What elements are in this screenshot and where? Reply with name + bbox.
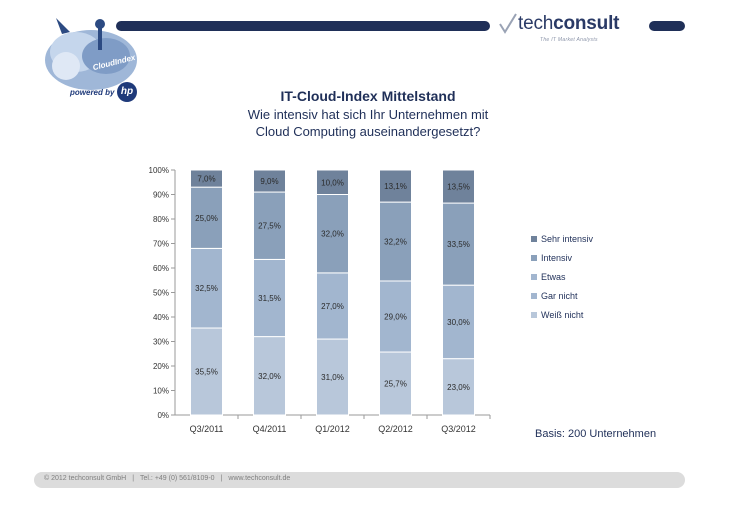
bar-data-label: 27,0%: [321, 302, 344, 311]
bar-data-label: 9,0%: [260, 177, 278, 186]
bar-segment: [190, 247, 223, 329]
bar-data-label: 33,5%: [447, 240, 470, 249]
y-tick-label: 80%: [153, 215, 169, 224]
y-tick-label: 50%: [153, 289, 169, 298]
bar-segment: [442, 358, 475, 416]
bar-data-label: 32,0%: [258, 372, 281, 381]
legend-swatch: [531, 312, 537, 318]
brand-name: techconsult: [518, 13, 619, 35]
cloudindex-logo: CloudIndex: [36, 8, 146, 108]
bar-segment: [379, 351, 412, 416]
x-tick-label: Q1/2012: [315, 424, 350, 434]
bar-data-label: 31,0%: [321, 373, 344, 382]
bar-segment: [316, 272, 349, 340]
hp-logo: hp: [117, 82, 137, 102]
legend-label: Gar nicht: [541, 291, 578, 301]
footer-copyright: © 2012 techconsult GmbH: [44, 475, 127, 482]
bar-data-label: 10,0%: [321, 178, 344, 187]
y-tick-label: 90%: [153, 191, 169, 200]
bar-segment: [316, 338, 349, 416]
y-tick-label: 40%: [153, 313, 169, 322]
x-tick-label: Q3/2011: [190, 424, 224, 434]
y-tick-label: 0%: [157, 411, 169, 420]
chart-title: IT-Cloud-Index Mittelstand: [280, 88, 456, 104]
brand-tagline: The IT Market Analysts: [540, 37, 598, 43]
legend-label: Etwas: [541, 272, 566, 282]
footer-phone: Tel.: +49 (0) 561/8109-0: [140, 475, 215, 482]
chart-subtitle-line-2: Cloud Computing auseinandergesetzt?: [255, 124, 481, 139]
bar-data-label: 27,5%: [258, 222, 281, 231]
footer-bar: © 2012 techconsult GmbH | Tel.: +49 (0) 56…: [34, 472, 685, 488]
brand-name-bold: consult: [553, 13, 620, 34]
y-tick-label: 20%: [153, 362, 169, 371]
bar-segment: [316, 169, 349, 195]
bar-segment: [379, 280, 412, 353]
footer-website[interactable]: www.techconsult.de: [228, 475, 291, 482]
legend-swatch: [531, 255, 537, 261]
bar-segment: [442, 169, 475, 204]
x-tick-label: Q2/2012: [378, 424, 413, 434]
bar-segment: [190, 169, 223, 188]
legend-swatch: [531, 236, 537, 242]
footer-text: © 2012 techconsult GmbH | Tel.: +49 (0) 56…: [44, 475, 290, 482]
bar-data-label: 7,0%: [197, 175, 215, 184]
powered-by-label: powered by: [70, 88, 115, 97]
legend-label: Sehr intensiv: [541, 234, 594, 244]
basis-note: Basis: 200 Unternehmen: [535, 428, 657, 440]
x-tick-label: Q3/2012: [441, 424, 476, 434]
bar-data-label: 25,0%: [195, 214, 218, 223]
bar-segment: [442, 284, 475, 360]
chart-subtitle-line-1: Wie intensiv hat sich Ihr Unternehmen mi…: [247, 107, 489, 122]
bar-segment: [316, 194, 349, 274]
legend-label: Weiß nicht: [541, 310, 584, 320]
y-tick-label: 100%: [149, 166, 169, 175]
bar-data-label: 35,5%: [195, 368, 218, 377]
cloudindex-logo-icon: [45, 18, 137, 90]
y-tick-label: 60%: [153, 264, 169, 273]
footer-separator: |: [220, 475, 223, 482]
bar-data-label: 25,7%: [384, 380, 407, 389]
bar-data-label: 32,5%: [195, 284, 218, 293]
legend-swatch: [531, 274, 537, 280]
y-tick-label: 70%: [153, 240, 169, 249]
legend-swatch: [531, 293, 537, 299]
bar-data-label: 30,0%: [447, 318, 470, 327]
bar-segment: [253, 169, 286, 193]
bar-data-label: 13,5%: [447, 183, 470, 192]
bar-segment: [253, 258, 286, 338]
bar-data-label: 23,0%: [447, 383, 470, 392]
y-tick-label: 10%: [153, 387, 169, 396]
bar-data-label: 29,0%: [384, 313, 407, 322]
techconsult-logo: techconsult The IT Market Analysts: [498, 10, 648, 46]
bar-data-label: 31,5%: [258, 294, 281, 303]
header-bar-right: [649, 21, 685, 31]
bar-segment: [190, 327, 223, 416]
bar-data-label: 32,0%: [321, 230, 344, 239]
header-bar-left: [116, 21, 490, 31]
chart-title-block: IT-Cloud-Index Mittelstand Wie intensiv …: [210, 87, 526, 140]
x-tick-label: Q4/2011: [253, 424, 287, 434]
bar-data-label: 32,2%: [384, 238, 407, 247]
bar-segment: [253, 191, 286, 260]
checkmark-icon: [499, 13, 517, 34]
bar-segment: [253, 336, 286, 416]
brand-name-light: tech: [518, 13, 554, 34]
bar-segment: [442, 202, 475, 286]
bar-segment: [379, 169, 412, 203]
bar-data-label: 13,1%: [384, 182, 407, 191]
footer-separator: |: [132, 475, 135, 482]
legend-label: Intensiv: [541, 253, 573, 263]
y-tick-label: 30%: [153, 338, 169, 347]
